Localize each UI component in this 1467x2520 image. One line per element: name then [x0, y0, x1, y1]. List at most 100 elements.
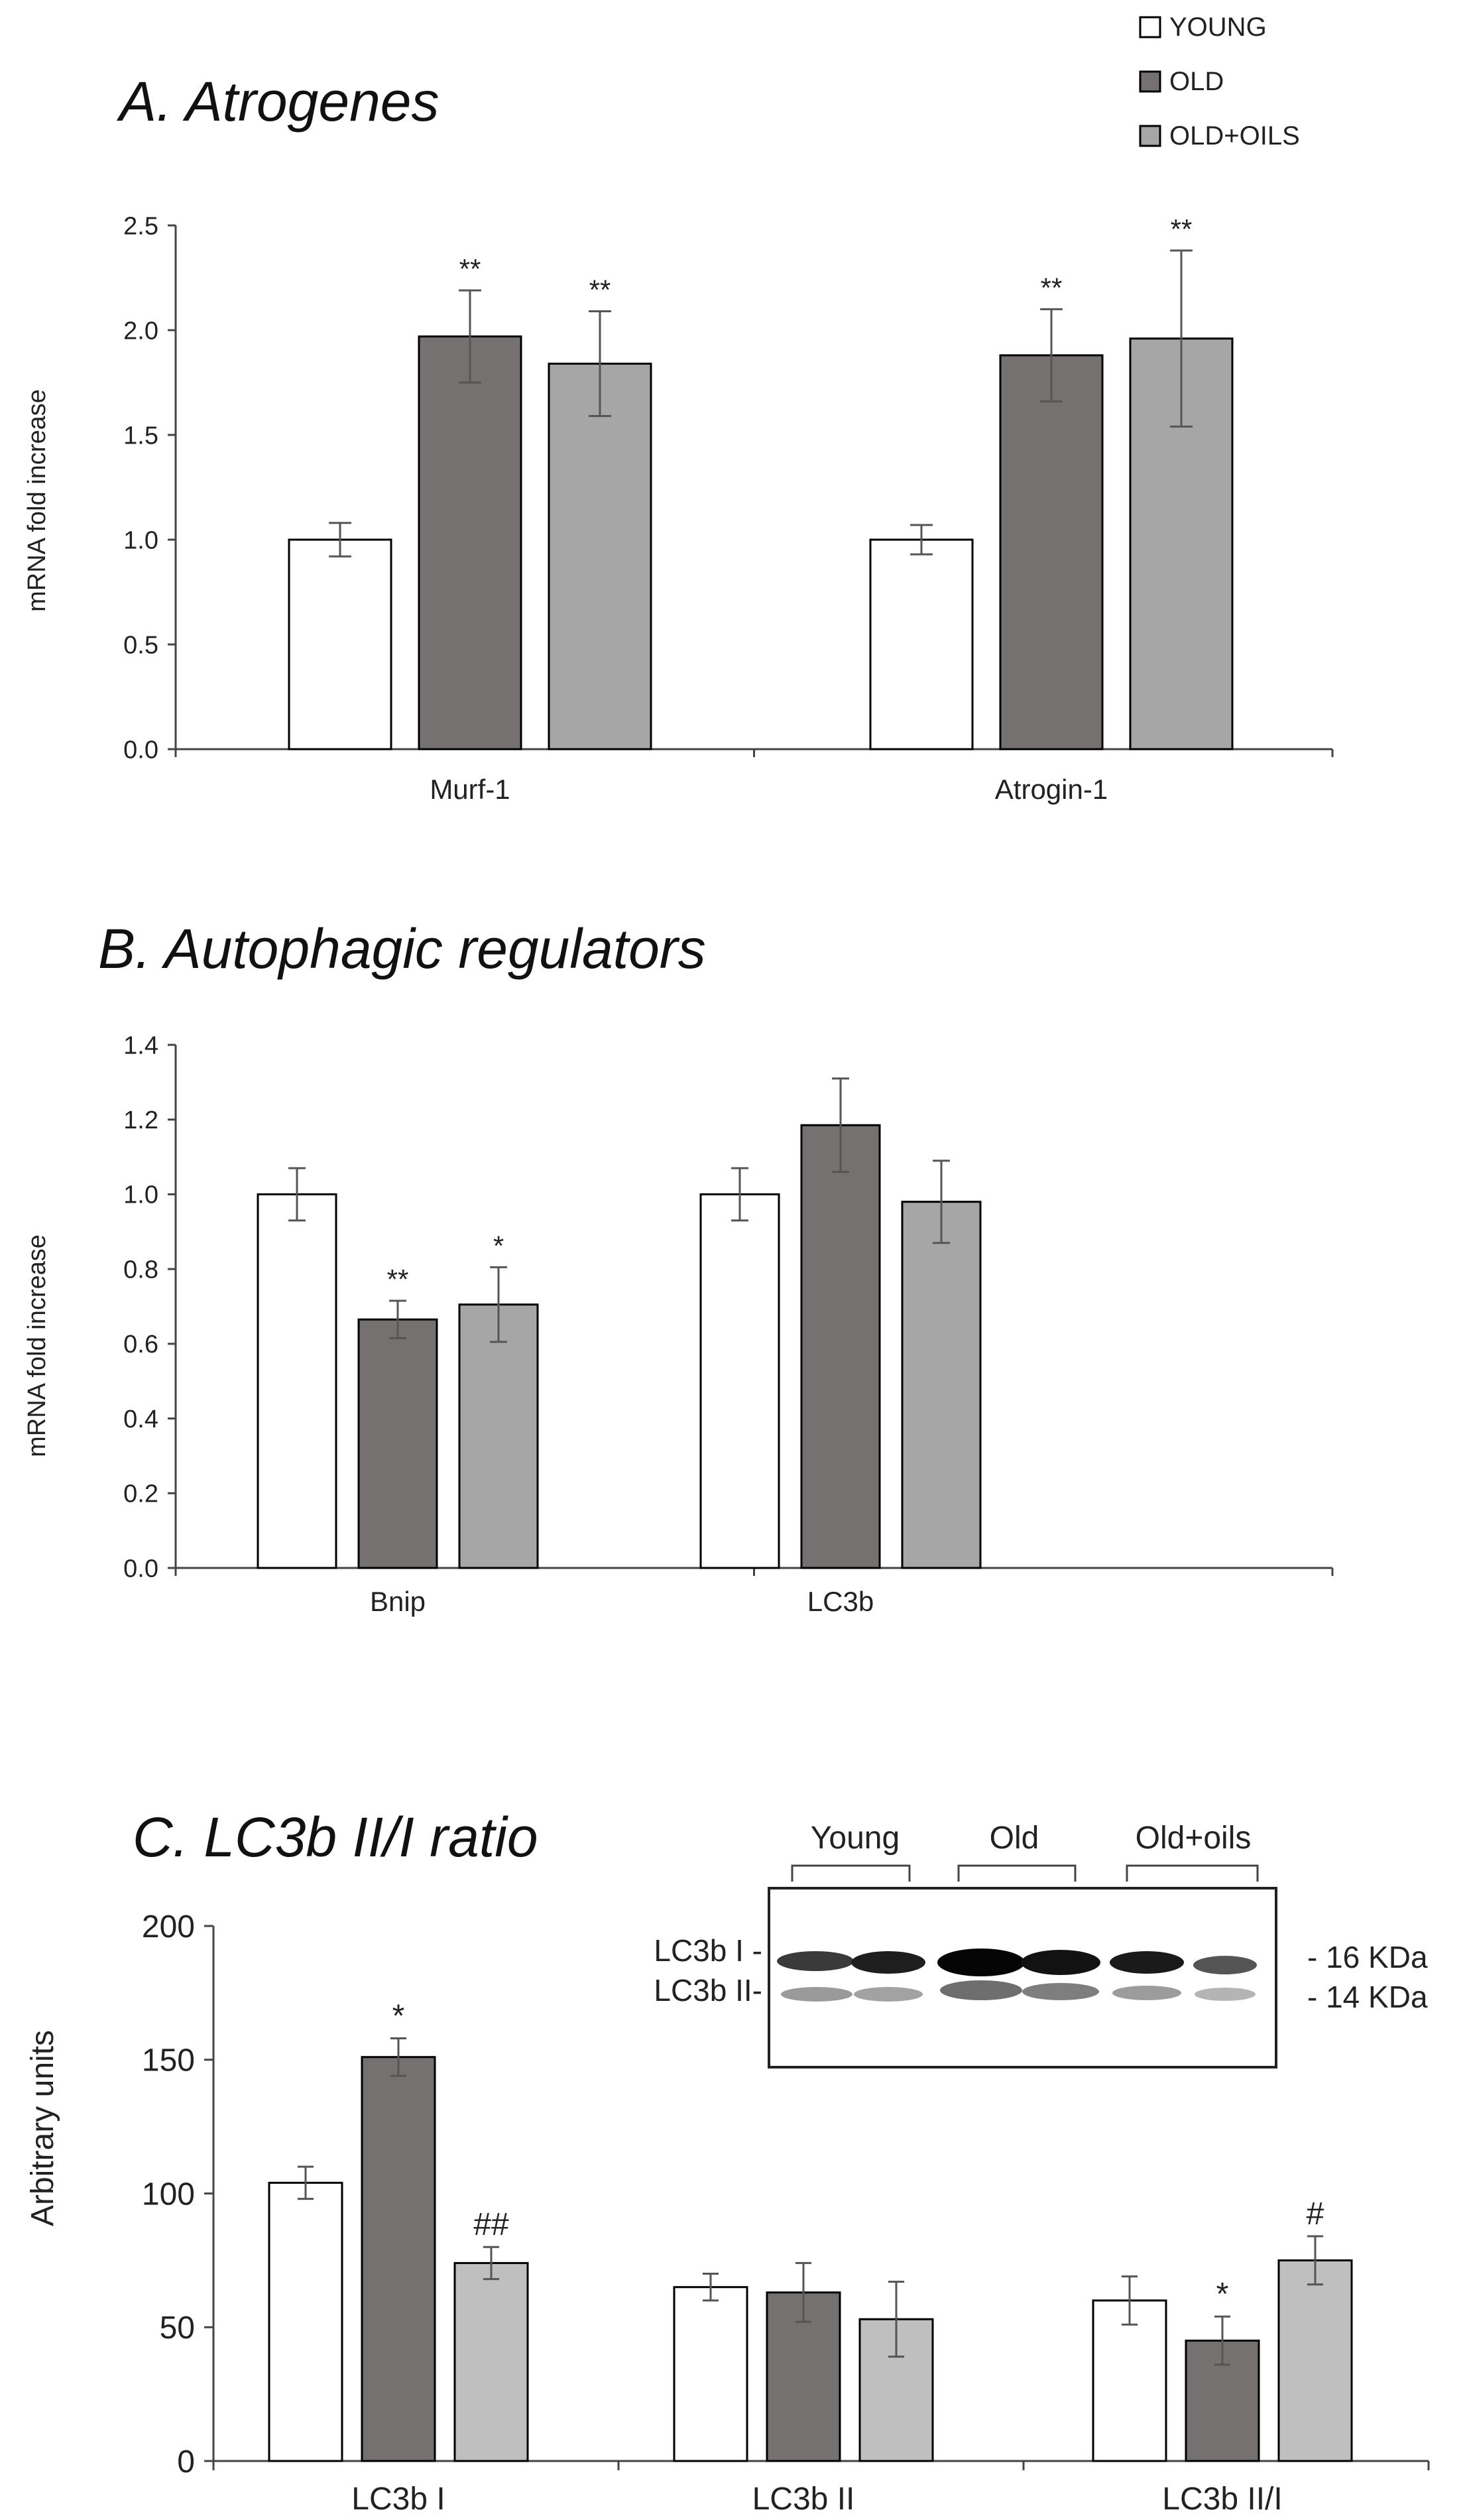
- panel-a-bar-old-atrogin-1: [999, 354, 1104, 750]
- panel-b-error-bar-young-lc3b: [731, 1167, 748, 1222]
- panel-c-ylabel: Arbitrary units: [25, 2030, 60, 2226]
- panel-c-bar-young-lc3b-ii: [673, 2286, 748, 2462]
- legend-swatch-old-oils: [1139, 125, 1161, 147]
- blot-band-ii-lane-2: [854, 1987, 923, 2002]
- panel-a-y-tick-label: 1.5: [123, 422, 158, 450]
- panel-c-category-label-lc3b-ii: LC3b II: [752, 2482, 855, 2517]
- panel-c-title: C. LC3b II/I ratio: [133, 1806, 538, 1868]
- blot-band-ii-lane-4: [1022, 1983, 1099, 2000]
- panel-b-error-bar-old-bnip: [389, 1299, 406, 1339]
- panel-c-bar-old-oils-lc3b-i: [453, 2261, 529, 2462]
- panel-c-significance-old-lc3b-i: *: [392, 1998, 405, 2033]
- legend-label-old: OLD: [1169, 67, 1224, 96]
- panel-b-title: B. Autophagic regulators: [98, 918, 706, 980]
- legend-entry-young: YOUNG: [1139, 13, 1267, 42]
- panel-b-significance-old-oils-bnip: *: [493, 1230, 504, 1261]
- panel-b-y-tick-label: 0.2: [123, 1480, 158, 1508]
- panel-a-bar-young-murf-1: [288, 538, 392, 750]
- panel-b-bar-old-oils-bnip: [458, 1303, 539, 1569]
- panel-c-bar-young-lc3b-ii-i: [1092, 2299, 1167, 2462]
- panel-b-significance-old-bnip: **: [387, 1264, 409, 1295]
- panel-a-significance-old-oils-atrogin-1: **: [1171, 213, 1193, 245]
- panel-c-category-label-lc3b-ii-i: LC3b II/I: [1162, 2482, 1282, 2517]
- panel-a-significance-old-atrogin-1: **: [1041, 272, 1063, 303]
- panel-a-error-bar-old-oils-atrogin-1: [1170, 249, 1193, 428]
- panel-b-bar-young-bnip: [257, 1193, 337, 1569]
- panel-a-y-tick-label: 1.0: [123, 526, 158, 554]
- panel-c-error-bar-young-lc3b-ii: [702, 2273, 719, 2302]
- panel-c-error-bar-young-lc3b-ii-i: [1121, 2275, 1138, 2326]
- panel-c-category-label-lc3b-i: LC3b I: [351, 2482, 445, 2517]
- legend-label-young: YOUNG: [1169, 13, 1267, 42]
- panel-a-marks: 0.0 0.5 1.0 1.5 2.0 2.5 Murf-1 Atrogin-1 ** ** ** *…: [123, 212, 1334, 805]
- legend: YOUNG OLD OLD+OILS: [1139, 13, 1300, 150]
- panel-c-bar-old-oils-lc3b-ii-i: [1277, 2259, 1353, 2462]
- panel-a-y-tick-label: 0.0: [123, 736, 158, 764]
- panel-a-bar-young-atrogin-1: [869, 538, 974, 750]
- panel-a-error-bar-old-atrogin-1: [1040, 308, 1063, 402]
- blot-right-label-16kda: - 16 KDa: [1307, 1940, 1428, 1974]
- panel-c-bar-old-lc3b-i: [361, 2056, 436, 2462]
- legend-entry-old: OLD: [1139, 67, 1224, 96]
- blot-band-i-lane-3: [937, 1949, 1025, 1976]
- panel-b-error-bar-young-bnip: [288, 1167, 306, 1222]
- panel-b-autophagic-regulators: B. Autophagic regulators mRNA fold incre…: [23, 918, 1334, 1617]
- blot-group-bracket-old-oils: [1126, 1864, 1259, 1882]
- panel-a-y-tick-label: 2.5: [123, 212, 158, 240]
- panel-a-y-tick-label: 0.5: [123, 631, 158, 659]
- legend-swatch-old: [1139, 70, 1161, 93]
- panel-b-error-bar-old-oils-bnip: [490, 1266, 507, 1343]
- panel-a-significance-old-oils-murf-1: **: [589, 274, 611, 306]
- blot-band-ii-lane-5: [1112, 1986, 1181, 2000]
- panel-c-significance-old-lc3b-ii-i: *: [1216, 2277, 1229, 2312]
- panel-c-significance-old-oils-lc3b-i: ##: [473, 2207, 509, 2242]
- panel-b-y-tick-label: 1.4: [123, 1032, 158, 1059]
- blot-band-ii-lane-6: [1195, 1988, 1256, 2001]
- panel-a-y-tick-label: 2.0: [123, 317, 158, 345]
- panel-b-y-tick-label: 0.4: [123, 1406, 158, 1433]
- blot-band-ii-lane-1: [781, 1987, 852, 2002]
- panel-b-error-bar-old-lc3b: [832, 1077, 849, 1173]
- panel-c-significance-old-oils-lc3b-ii-i: #: [1307, 2196, 1324, 2232]
- legend-entry-old-oils: OLD+OILS: [1139, 121, 1300, 150]
- panel-b-bar-young-lc3b: [699, 1193, 780, 1569]
- panel-c-error-bar-old-oils-lc3b-ii-i: [1307, 2235, 1324, 2286]
- panel-c-y-tick-label: 0: [177, 2444, 195, 2480]
- panel-b-y-tick-label: 0.8: [123, 1256, 158, 1284]
- panel-c-error-bar-old-oils-lc3b-i: [483, 2246, 500, 2281]
- panel-b-y-tick-label: 1.0: [123, 1181, 158, 1209]
- blot-right-label-14kda: - 14 KDa: [1307, 1980, 1428, 2014]
- panel-b-category-label-bnip: Bnip: [370, 1586, 426, 1617]
- panel-c-y-tick-label: 100: [142, 2177, 195, 2212]
- panel-c-y-tick-label: 150: [142, 2043, 195, 2078]
- panel-c-lc3b-ratio: C. LC3b II/I ratio Arbitrary units 0 50 10…: [25, 1806, 1430, 2517]
- blot-image-frame: [768, 1887, 1277, 2069]
- panel-b-y-tick-label: 1.2: [123, 1107, 158, 1134]
- blot-band-i-lane-4: [1021, 1950, 1100, 1975]
- panel-a-error-bar-young-atrogin-1: [910, 524, 933, 556]
- panel-b-category-label-lc3b: LC3b: [807, 1586, 874, 1617]
- panel-a-bar-old-murf-1: [418, 335, 522, 750]
- panel-c-error-bar-young-lc3b-i: [297, 2165, 314, 2200]
- panel-a-error-bar-old-oils-murf-1: [589, 310, 611, 418]
- panel-c-error-bar-old-lc3b-ii: [795, 2261, 812, 2323]
- blot-group-label-old-oils: Old+oils: [1136, 1821, 1252, 1856]
- panel-c-error-bar-old-lc3b-ii-i: [1214, 2315, 1231, 2366]
- blot-band-i-lane-1: [777, 1951, 854, 1971]
- blot-band-ii-lane-3: [940, 1980, 1022, 2000]
- panel-a-ylabel: mRNA fold increase: [23, 389, 51, 612]
- blot-left-label-lc3b-ii: LC3b II-: [654, 1973, 762, 2008]
- panel-a-error-bar-old-murf-1: [459, 289, 481, 384]
- panel-b-bar-old-lc3b: [800, 1124, 881, 1569]
- panel-a-title: A. Atrogenes: [116, 70, 440, 133]
- panel-c-error-bar-old-lc3b-i: [390, 2037, 407, 2077]
- blot-group-label-young: Young: [811, 1821, 900, 1856]
- blot-left-label-lc3b-i: LC3b I -: [654, 1933, 762, 1968]
- panel-c-error-bar-old-oils-lc3b-ii: [888, 2281, 905, 2358]
- panel-b-bar-old-bnip: [357, 1318, 438, 1569]
- panel-a-significance-old-murf-1: **: [459, 253, 481, 284]
- panel-b-y-tick-label: 0.0: [123, 1555, 158, 1583]
